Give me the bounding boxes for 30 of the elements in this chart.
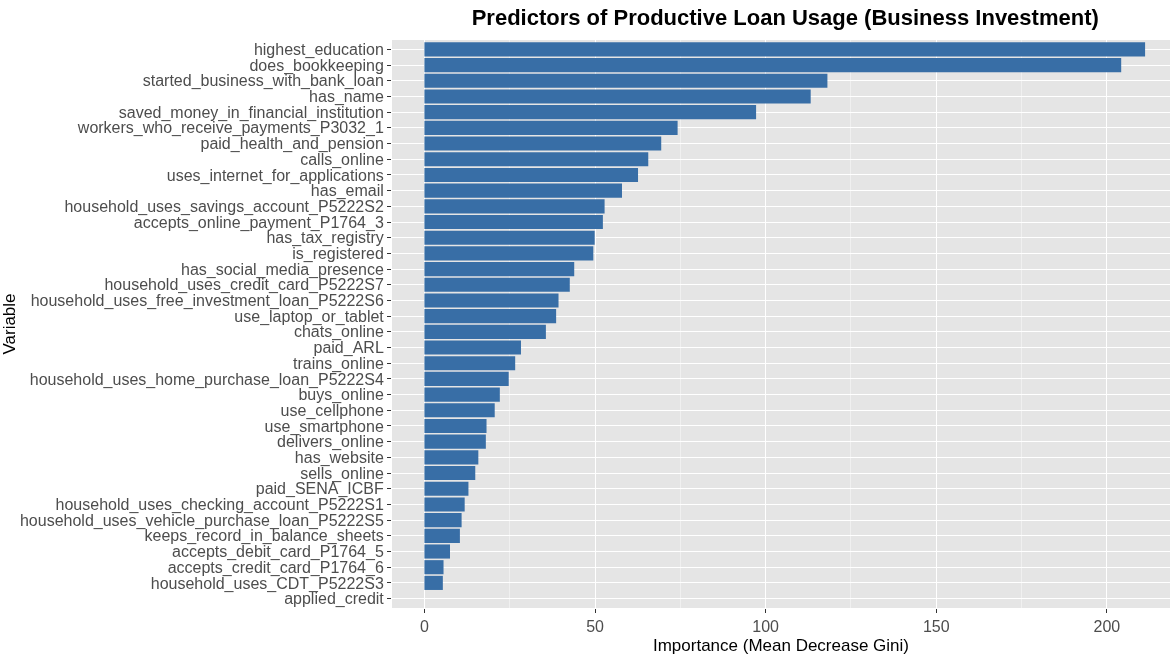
bar bbox=[424, 120, 678, 135]
y-tick-label: paid_health_and_pension bbox=[200, 135, 384, 154]
x-tick-label: 50 bbox=[586, 618, 605, 636]
x-axis-title: Importance (Mean Decrease Gini) bbox=[652, 635, 910, 655]
bar bbox=[424, 214, 603, 230]
x-tick-label: 0 bbox=[419, 618, 429, 636]
y-tick-label: applied_credit bbox=[284, 590, 385, 609]
y-tick-label: household_uses_home_purchase_loan_P5222S4 bbox=[29, 370, 384, 389]
y-tick-label: buys_online bbox=[298, 386, 384, 405]
bar bbox=[424, 58, 1122, 73]
y-tick-label: household_uses_checking_account_P5222S1 bbox=[55, 496, 384, 515]
x-tick-label: 150 bbox=[922, 618, 950, 636]
chart-title: Predictors of Productive Loan Usage (Business Investment) bbox=[471, 5, 1099, 31]
bar bbox=[424, 262, 575, 277]
y-tick-label: uses_internet_for_applications bbox=[166, 166, 384, 185]
x-tick-label: 200 bbox=[1093, 618, 1121, 636]
bar bbox=[424, 418, 487, 434]
bar bbox=[424, 371, 509, 386]
y-tick-label: has_tax_registry bbox=[266, 229, 384, 248]
bar bbox=[424, 466, 476, 481]
x-tick-label: 100 bbox=[752, 618, 780, 636]
y-axis-title: Variable bbox=[0, 293, 19, 355]
y-tick-label: sells_online bbox=[300, 464, 384, 483]
y-tick-label: accepts_debit_card_P1764_5 bbox=[172, 543, 384, 562]
bar bbox=[424, 42, 1146, 57]
bar bbox=[424, 575, 443, 590]
y-tick-label: paid_SENA_ICBF bbox=[255, 480, 385, 499]
y-tick-label: paid_ARL bbox=[313, 339, 384, 358]
bar bbox=[424, 167, 639, 182]
y-tick-label: highest_education bbox=[253, 41, 384, 60]
